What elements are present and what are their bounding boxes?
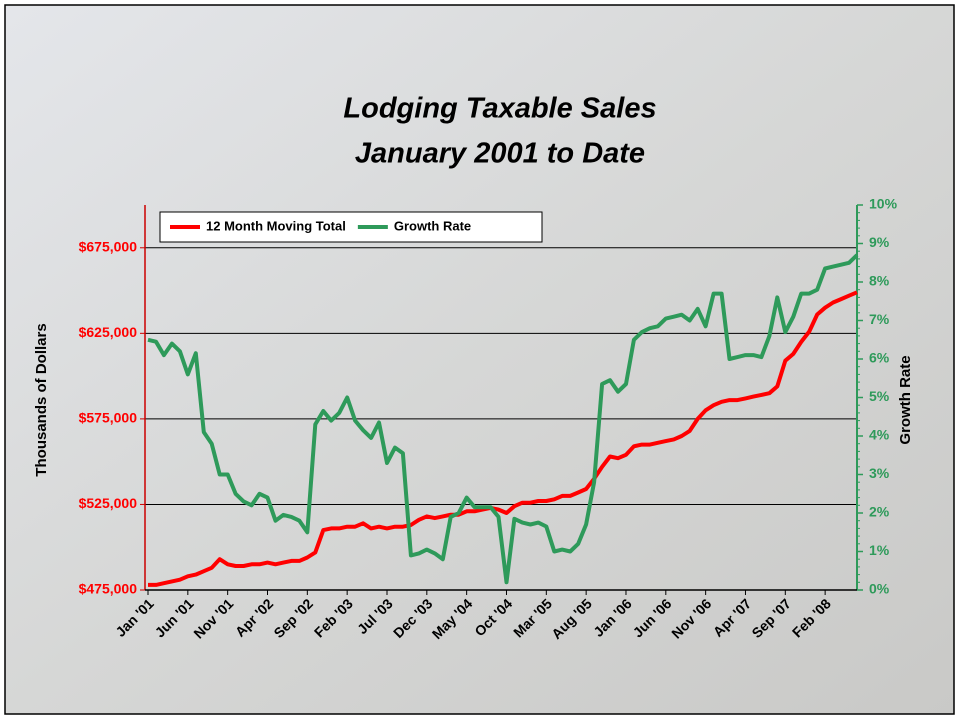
- chart-title: Lodging Taxable Sales: [343, 93, 656, 125]
- chart-subtitle: January 2001 to Date: [355, 138, 645, 170]
- slide: Lodging Taxable Sales January 2001 to Da…: [0, 0, 960, 721]
- y-axis-title: Thousands of Dollars: [33, 323, 50, 476]
- y2-tick-label: 3%: [869, 465, 890, 481]
- y2-tick-label: 1%: [869, 542, 890, 558]
- legend-label: 12 Month Moving Total: [206, 218, 346, 233]
- y2-tick-label: 10%: [869, 196, 898, 212]
- legend-label: Growth Rate: [394, 218, 471, 233]
- y2-tick-label: 5%: [869, 388, 890, 404]
- y2-axis-title: Growth Rate: [897, 355, 914, 444]
- y2-tick-label: 7%: [869, 311, 890, 327]
- y-tick-label: $625,000: [79, 324, 138, 340]
- y-tick-label: $675,000: [79, 238, 138, 254]
- y2-tick-label: 9%: [869, 234, 890, 250]
- y-tick-label: $575,000: [79, 410, 138, 426]
- y2-tick-label: 4%: [869, 427, 890, 443]
- y2-tick-label: 2%: [869, 504, 890, 520]
- y2-tick-label: 0%: [869, 581, 890, 597]
- y2-tick-label: 8%: [869, 273, 890, 289]
- y2-tick-label: 6%: [869, 350, 890, 366]
- y-tick-label: $525,000: [79, 495, 138, 511]
- y-tick-label: $475,000: [79, 581, 138, 597]
